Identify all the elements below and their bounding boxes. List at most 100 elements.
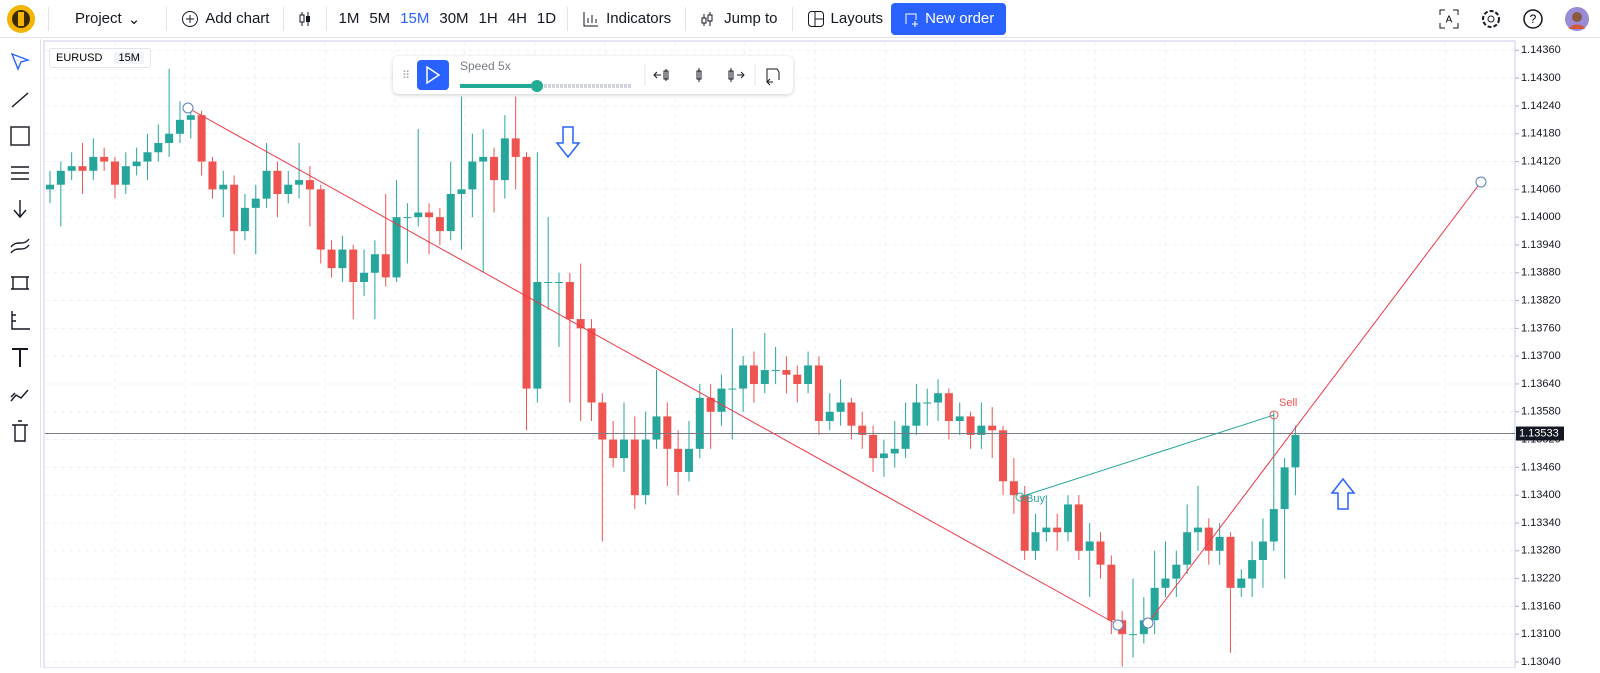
rect-tool[interactable] xyxy=(10,126,30,146)
drag-handle[interactable]: ⠿ xyxy=(402,70,410,82)
candle-body xyxy=(1280,467,1289,510)
candle-body xyxy=(955,416,964,422)
arrow-tool[interactable] xyxy=(13,200,27,219)
screenshot[interactable]: A xyxy=(1428,8,1470,30)
interval-button[interactable]: 30M xyxy=(439,10,469,27)
speed-knob[interactable] xyxy=(531,80,543,92)
candle-body xyxy=(544,282,553,284)
candle-body xyxy=(619,439,628,459)
fib-tool[interactable] xyxy=(11,166,29,180)
interval-button[interactable]: 1M xyxy=(338,10,360,27)
line-tool[interactable] xyxy=(11,92,29,108)
candle-body xyxy=(479,156,488,162)
play-button[interactable] xyxy=(417,60,449,90)
candle-body xyxy=(273,170,282,194)
candle-body xyxy=(110,161,119,185)
y-tick-label: 1.14180 xyxy=(1521,128,1561,140)
chevron: ⌄ xyxy=(127,10,141,28)
candle-body xyxy=(262,170,271,199)
candle-body xyxy=(349,249,358,283)
project-menu[interactable]: Project ⌄ xyxy=(55,10,160,28)
pattern-tool[interactable] xyxy=(10,389,29,402)
candle-body xyxy=(1107,564,1116,621)
candle-body xyxy=(1161,578,1170,588)
separator xyxy=(48,6,49,31)
new-order[interactable]: New order xyxy=(891,2,1007,35)
settings[interactable] xyxy=(1470,8,1512,30)
separator xyxy=(567,6,569,31)
buy-label: Buy xyxy=(1026,493,1045,505)
separator xyxy=(685,6,687,31)
trend-line xyxy=(187,107,1119,626)
trash-tool[interactable] xyxy=(12,420,28,442)
candle-body xyxy=(457,189,466,194)
candle-body xyxy=(468,161,477,190)
y-tick-label: 1.13880 xyxy=(1521,267,1561,279)
candle-body xyxy=(901,425,910,449)
sell-marker xyxy=(1269,410,1279,420)
help[interactable]: ? xyxy=(1512,8,1554,30)
indicators-label: Indicators xyxy=(606,10,672,27)
candle-body xyxy=(652,416,661,440)
step-forward[interactable] xyxy=(728,68,745,82)
step-back[interactable] xyxy=(653,69,669,81)
candle-body xyxy=(1085,541,1094,551)
candle-body xyxy=(966,416,975,435)
candle-body xyxy=(208,161,217,190)
candle-body xyxy=(944,393,953,422)
measure-tool[interactable] xyxy=(11,276,29,290)
jump-to[interactable]: Jump to xyxy=(692,10,785,28)
jump-real-time[interactable] xyxy=(766,68,780,86)
candle-body xyxy=(1204,527,1213,551)
layouts[interactable]: Layouts xyxy=(799,10,892,28)
candle-body xyxy=(1053,527,1062,533)
ruler-tool[interactable] xyxy=(11,311,30,330)
candle-body xyxy=(879,453,888,459)
avatar[interactable] xyxy=(1554,6,1600,32)
candle-body xyxy=(587,328,596,403)
interval-button[interactable]: 15M xyxy=(400,10,430,27)
text-tool[interactable] xyxy=(12,348,28,367)
candle-body xyxy=(121,166,130,185)
logo[interactable] xyxy=(0,4,42,34)
candle-body xyxy=(890,448,899,454)
brush-tool[interactable] xyxy=(10,238,30,254)
jump-label: Jump to xyxy=(724,10,778,27)
order-icon xyxy=(905,13,919,27)
candle-body xyxy=(576,319,585,329)
handle[interactable] xyxy=(1475,176,1487,188)
candle-body xyxy=(825,411,834,422)
up-arrow xyxy=(1330,477,1356,510)
interval-button[interactable]: 1D xyxy=(536,10,557,27)
handle[interactable] xyxy=(182,102,194,114)
interval-button[interactable]: 4H xyxy=(507,10,527,27)
candle-body xyxy=(1129,634,1137,636)
candle-body xyxy=(814,365,823,422)
candle-body xyxy=(641,439,650,496)
y-tick-label: 1.13280 xyxy=(1521,545,1561,557)
candle-body xyxy=(316,189,325,250)
candle-body xyxy=(305,180,314,190)
indicators[interactable]: Indicators xyxy=(574,10,679,28)
y-tick-label: 1.13580 xyxy=(1521,406,1561,418)
handle[interactable] xyxy=(1112,619,1124,631)
replay-controls: ⠿ Speed 5x xyxy=(402,59,780,92)
y-tick-label: 1.13820 xyxy=(1521,294,1561,306)
add-chart[interactable]: Add chart xyxy=(173,10,277,28)
candle-body xyxy=(1009,481,1018,496)
candle-body xyxy=(370,254,379,273)
interval-button[interactable]: 5M xyxy=(369,10,391,27)
candle-body xyxy=(327,249,336,269)
handle[interactable] xyxy=(1142,617,1154,629)
tool-icons xyxy=(10,52,31,442)
play-icon xyxy=(426,65,441,85)
help-icon: ? xyxy=(1523,8,1543,29)
candle-body xyxy=(500,138,509,181)
cursor-tool[interactable] xyxy=(10,52,31,71)
chart-type[interactable] xyxy=(290,10,320,28)
candle-body xyxy=(1042,527,1051,533)
interval-button[interactable]: 1H xyxy=(478,10,498,27)
step[interactable] xyxy=(696,68,702,82)
symbol-chip[interactable]: EURUSD 15M xyxy=(49,48,151,68)
y-tick-label: 1.14120 xyxy=(1521,155,1561,167)
